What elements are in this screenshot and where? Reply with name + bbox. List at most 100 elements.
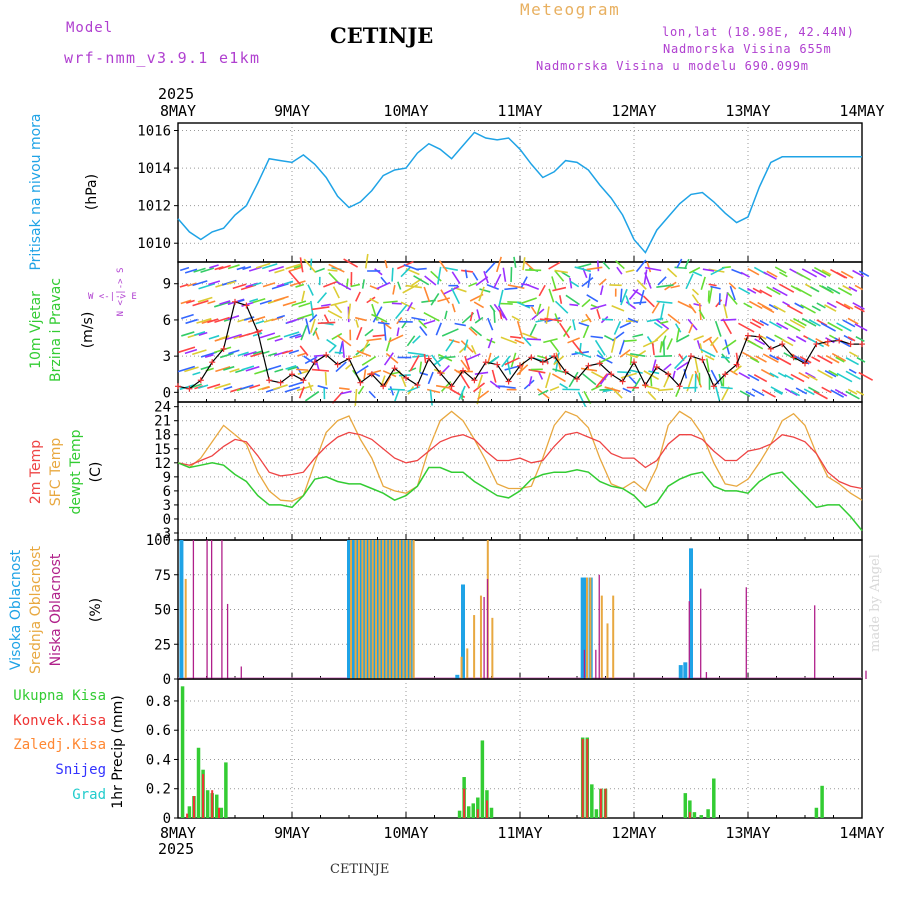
precip-bar	[192, 796, 195, 818]
cloud-bar	[184, 578, 187, 679]
wind-arrow	[397, 281, 402, 290]
precip-bar	[196, 747, 201, 818]
wind-arrow	[336, 334, 352, 347]
wind-arrow	[178, 346, 196, 354]
wind-arrow	[558, 295, 563, 304]
wind-arrow	[366, 337, 382, 342]
wind-arrow	[766, 270, 778, 278]
cloud-bar	[350, 540, 355, 679]
wind-arrow	[282, 300, 297, 307]
wind-gust-marker	[425, 355, 432, 362]
wind-arrow	[779, 271, 788, 278]
wind-arrow	[670, 284, 680, 289]
wind-arrow	[684, 258, 690, 270]
wind-arrow	[572, 319, 576, 331]
wind-arrow	[413, 275, 430, 286]
wind-arrow	[761, 305, 775, 314]
wind-arrow	[740, 271, 750, 278]
wind-arrow	[538, 284, 546, 297]
wind-arrow	[305, 318, 311, 335]
wind-arrow	[795, 387, 808, 395]
wind-arrow	[651, 341, 655, 356]
cloud-bar	[378, 540, 381, 679]
wind-arrow	[521, 297, 537, 304]
wind-arrow	[651, 359, 657, 373]
wind-arrow	[388, 388, 405, 391]
wind-arrow	[795, 287, 813, 298]
wind-arrow	[580, 367, 598, 372]
wind-arrow	[728, 282, 737, 290]
wind-arrow	[796, 271, 811, 281]
wind-arrow	[207, 300, 216, 305]
wind-arrow	[491, 369, 497, 383]
wind-arrow	[754, 338, 766, 346]
wind-arrow	[352, 354, 362, 359]
wind-arrow	[729, 285, 736, 301]
wind-arrow	[769, 372, 779, 379]
wind-arrow	[831, 352, 847, 362]
wind-arrow	[559, 382, 568, 390]
wind-arrow	[450, 287, 461, 305]
wind-arrow	[423, 286, 431, 303]
wind-arrow	[821, 386, 832, 394]
wind-arrow	[451, 271, 461, 285]
y-tick-label: 0.6	[146, 723, 171, 739]
wind-arrow	[411, 316, 426, 322]
wind-arrow	[339, 387, 350, 391]
wind-arrow	[400, 266, 411, 278]
wind-arrow	[770, 386, 784, 395]
cloud-bar	[689, 548, 693, 679]
wind-arrow	[501, 355, 511, 368]
wind-arrow	[498, 305, 508, 321]
wind-arrow	[192, 349, 207, 356]
wind-gust-marker	[710, 383, 717, 390]
wind-arrow	[685, 273, 694, 290]
wind-arrow	[773, 304, 786, 313]
wind-arrow	[223, 386, 233, 391]
wind-gust-marker	[209, 359, 216, 366]
wind-arrow	[454, 322, 466, 327]
wind-arrow	[443, 285, 460, 295]
wind-arrow	[445, 339, 455, 352]
wind-arrow	[394, 390, 400, 402]
wind-arrow	[193, 267, 206, 273]
wind-arrow	[276, 314, 286, 319]
wind-arrow	[323, 314, 330, 323]
cloud-bar	[455, 674, 460, 679]
x-tick-label-bottom: 9MAY	[274, 824, 310, 842]
wind-arrow	[426, 388, 441, 394]
precip-bar	[699, 815, 704, 818]
wind-arrow	[458, 344, 469, 354]
wind-arrow	[620, 288, 628, 306]
wind-arrow	[707, 290, 710, 302]
wind-gust-marker	[266, 377, 273, 384]
precip-bar	[688, 800, 692, 818]
wind-arrow	[391, 267, 394, 282]
wind-arrow	[435, 322, 442, 336]
wind-gust-marker	[665, 371, 672, 378]
wind-arrow	[743, 302, 753, 309]
wind-arrow	[179, 283, 189, 288]
wind-gust-marker	[380, 383, 387, 390]
wind-arrow	[852, 302, 865, 310]
wind-arrow	[642, 295, 655, 308]
wind-arrow	[516, 320, 524, 339]
wind-arrow	[631, 377, 642, 392]
wind-arrow	[827, 321, 843, 332]
wind-arrow	[855, 390, 865, 396]
cloud-bar	[814, 605, 816, 679]
wind-arrow	[582, 325, 590, 339]
wind-arrow	[274, 337, 283, 342]
wind-arrow	[651, 300, 661, 314]
wind-arrow	[667, 313, 681, 325]
cloud-bar	[347, 540, 351, 679]
x-tick-label-top: 14MAY	[839, 102, 884, 120]
wind-arrow	[783, 352, 797, 361]
wind-arrow	[507, 284, 525, 290]
cloud-bar	[395, 540, 398, 679]
wind-arrow	[354, 389, 358, 406]
wind-arrow	[632, 333, 644, 338]
wind-arrow	[324, 371, 328, 386]
y-tick-label: 1014	[137, 161, 171, 177]
cloud-bar	[409, 540, 412, 679]
